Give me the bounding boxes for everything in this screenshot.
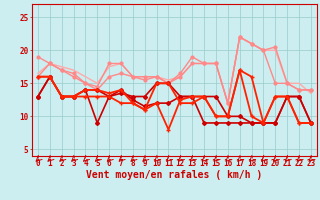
X-axis label: Vent moyen/en rafales ( km/h ): Vent moyen/en rafales ( km/h ): [86, 170, 262, 180]
